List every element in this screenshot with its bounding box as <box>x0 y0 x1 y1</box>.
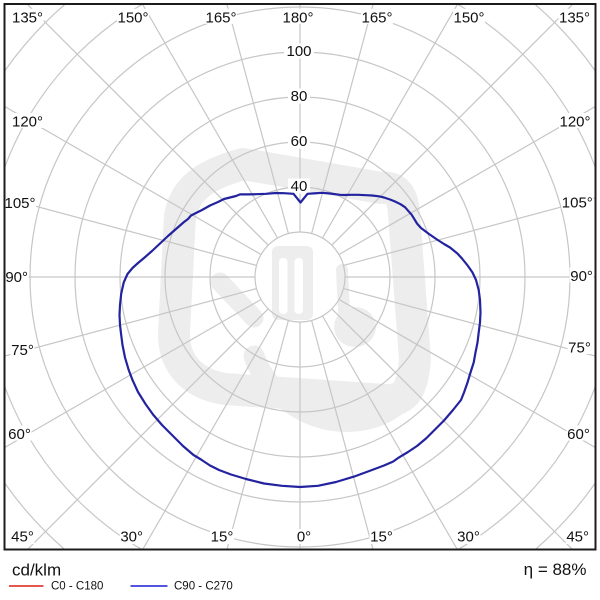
svg-text:105°: 105° <box>4 195 35 212</box>
svg-text:150°: 150° <box>453 9 484 26</box>
svg-text:60°: 60° <box>8 426 31 443</box>
svg-text:0°: 0° <box>297 529 311 546</box>
svg-text:135°: 135° <box>559 9 590 26</box>
svg-text:75°: 75° <box>568 340 591 357</box>
svg-text:120°: 120° <box>12 114 43 131</box>
svg-text:150°: 150° <box>117 9 148 26</box>
svg-text:120°: 120° <box>559 114 590 131</box>
svg-text:45°: 45° <box>11 529 34 546</box>
svg-text:15°: 15° <box>370 529 393 546</box>
svg-text:90°: 90° <box>5 269 28 286</box>
svg-text:30°: 30° <box>120 529 143 546</box>
svg-text:15°: 15° <box>211 529 234 546</box>
svg-text:165°: 165° <box>361 9 392 26</box>
svg-text:80: 80 <box>291 88 308 105</box>
svg-text:135°: 135° <box>12 9 43 26</box>
svg-text:60°: 60° <box>567 426 590 443</box>
svg-text:30°: 30° <box>457 529 480 546</box>
svg-text:100: 100 <box>286 43 311 60</box>
svg-text:C0 - C180: C0 - C180 <box>51 581 103 593</box>
svg-text:cd/klm: cd/klm <box>12 561 61 580</box>
svg-text:60: 60 <box>291 133 308 150</box>
svg-text:105°: 105° <box>562 195 593 212</box>
svg-text:75°: 75° <box>11 342 34 359</box>
svg-text:40: 40 <box>291 178 308 195</box>
svg-text:45°: 45° <box>566 529 589 546</box>
svg-text:C90 - C270: C90 - C270 <box>174 581 233 593</box>
svg-text:η = 88%: η = 88% <box>524 560 587 579</box>
svg-text:90°: 90° <box>570 268 593 285</box>
svg-text:165°: 165° <box>205 9 236 26</box>
svg-text:180°: 180° <box>282 9 313 26</box>
